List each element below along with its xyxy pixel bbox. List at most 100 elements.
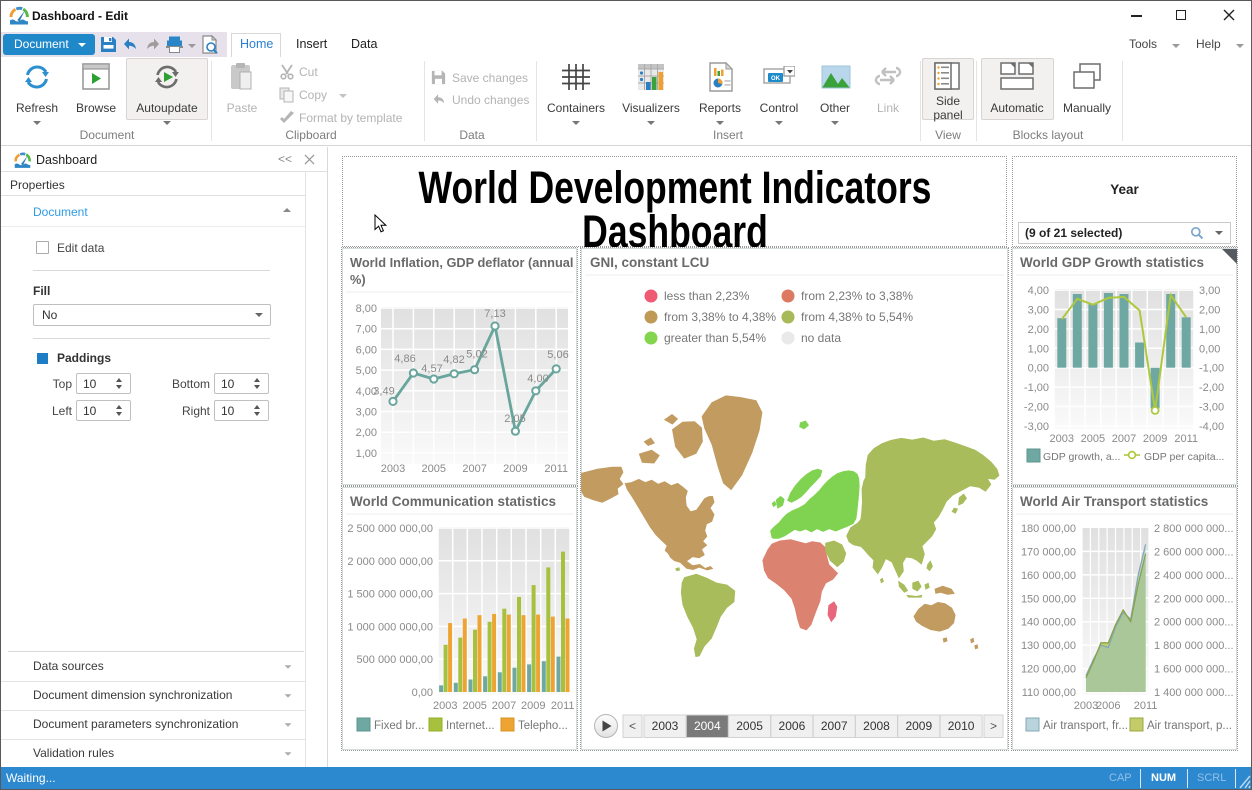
svg-text:no data: no data bbox=[801, 331, 841, 345]
svg-text:1 000 000 000,00: 1 000 000 000,00 bbox=[347, 621, 433, 633]
svg-text:160 000,00: 160 000,00 bbox=[1021, 570, 1076, 582]
svg-text:4,57: 4,57 bbox=[421, 363, 442, 375]
svg-text:2 400 000 000...: 2 400 000 000... bbox=[1154, 570, 1234, 582]
svg-text:2006: 2006 bbox=[779, 719, 806, 733]
svg-text:4,00: 4,00 bbox=[527, 373, 548, 385]
svg-text:greater than 5,54%: greater than 5,54% bbox=[664, 331, 766, 345]
svg-text:5,00: 5,00 bbox=[356, 365, 377, 377]
svg-text:2007: 2007 bbox=[462, 463, 486, 475]
svg-text:2005: 2005 bbox=[1081, 433, 1105, 445]
svg-text:4,00: 4,00 bbox=[1028, 285, 1049, 297]
svg-text:-1,00: -1,00 bbox=[1024, 382, 1049, 394]
svg-text:2005: 2005 bbox=[462, 700, 486, 712]
svg-text:2 800 000 000...: 2 800 000 000... bbox=[1154, 523, 1234, 535]
svg-text:2,00: 2,00 bbox=[1199, 305, 1220, 317]
svg-text:140 000,00: 140 000,00 bbox=[1021, 617, 1076, 629]
svg-text:1,00: 1,00 bbox=[1028, 343, 1049, 355]
svg-text:2,00: 2,00 bbox=[1028, 324, 1049, 336]
svg-text:2 600 000 000...: 2 600 000 000... bbox=[1154, 546, 1234, 558]
svg-text:2006: 2006 bbox=[1096, 700, 1120, 712]
svg-text:0,00: 0,00 bbox=[1199, 343, 1220, 355]
svg-text:2005: 2005 bbox=[422, 463, 446, 475]
svg-text:2011: 2011 bbox=[544, 463, 568, 475]
svg-text:%): %) bbox=[350, 272, 366, 287]
svg-text:2003: 2003 bbox=[433, 700, 457, 712]
svg-text:1,00: 1,00 bbox=[356, 448, 377, 460]
svg-text:3,00: 3,00 bbox=[356, 407, 377, 419]
svg-text:Telepho...: Telepho... bbox=[518, 720, 568, 732]
svg-text:World Inflation, GDP deflator: World Inflation, GDP deflator (annual bbox=[350, 255, 573, 270]
svg-text:150 000,00: 150 000,00 bbox=[1021, 593, 1076, 605]
svg-text:3,49: 3,49 bbox=[373, 385, 394, 397]
svg-text:2 000 000 000...: 2 000 000 000... bbox=[1154, 617, 1234, 629]
svg-text:5,06: 5,06 bbox=[547, 349, 568, 361]
svg-text:2007: 2007 bbox=[492, 700, 516, 712]
svg-text:Internet...: Internet... bbox=[446, 720, 495, 732]
svg-text:-1,00: -1,00 bbox=[1199, 363, 1224, 375]
svg-text:OK: OK bbox=[771, 76, 781, 82]
svg-text:110 000,00: 110 000,00 bbox=[1022, 687, 1076, 699]
svg-text:4,86: 4,86 bbox=[394, 353, 415, 365]
svg-text:2 500 000 000,00: 2 500 000 000,00 bbox=[347, 523, 433, 535]
svg-text:1 500 000 000,00: 1 500 000 000,00 bbox=[347, 589, 433, 601]
svg-text:120 000,00: 120 000,00 bbox=[1021, 664, 1076, 676]
svg-text:2009: 2009 bbox=[521, 700, 545, 712]
svg-text:2011: 2011 bbox=[551, 700, 575, 712]
svg-text:2009: 2009 bbox=[503, 463, 527, 475]
svg-text:500 000 000,00: 500 000 000,00 bbox=[357, 654, 433, 666]
svg-text:<: < bbox=[629, 719, 636, 733]
svg-text:GNI, constant LCU: GNI, constant LCU bbox=[590, 255, 709, 270]
svg-text:-3,00: -3,00 bbox=[1199, 402, 1224, 414]
svg-text:Fixed br...: Fixed br... bbox=[374, 720, 425, 732]
svg-text:2003: 2003 bbox=[652, 719, 679, 733]
svg-text:from 3,38% to 4,38%: from 3,38% to 4,38% bbox=[664, 310, 776, 324]
svg-text:-3,00: -3,00 bbox=[1024, 421, 1049, 433]
svg-text:2 200 000 000...: 2 200 000 000... bbox=[1154, 593, 1234, 605]
svg-text:3,00: 3,00 bbox=[1028, 305, 1049, 317]
svg-text:Air transport, fr...: Air transport, fr... bbox=[1043, 720, 1128, 732]
svg-text:2003: 2003 bbox=[1074, 700, 1098, 712]
svg-text:0,00: 0,00 bbox=[412, 687, 433, 699]
svg-text:4,82: 4,82 bbox=[443, 354, 464, 366]
svg-text:>: > bbox=[990, 719, 997, 733]
svg-text:2011: 2011 bbox=[1134, 700, 1158, 712]
svg-text:2 000 000 000,00: 2 000 000 000,00 bbox=[347, 556, 433, 568]
svg-text:1,00: 1,00 bbox=[1199, 324, 1220, 336]
svg-text:5,02: 5,02 bbox=[466, 349, 487, 361]
svg-text:1 600 000 000...: 1 600 000 000... bbox=[1154, 664, 1234, 676]
svg-text:-4,00: -4,00 bbox=[1199, 421, 1224, 433]
svg-text:GDP per capita...: GDP per capita... bbox=[1144, 451, 1224, 463]
svg-text:6,00: 6,00 bbox=[356, 344, 377, 356]
svg-text:World GDP Growth statistics: World GDP Growth statistics bbox=[1020, 255, 1204, 270]
svg-text:2011: 2011 bbox=[1174, 433, 1198, 445]
svg-text:GDP growth, a...: GDP growth, a... bbox=[1043, 451, 1120, 463]
svg-text:2,00: 2,00 bbox=[356, 427, 377, 439]
svg-text:2003: 2003 bbox=[381, 463, 405, 475]
svg-text:-2,00: -2,00 bbox=[1024, 402, 1049, 414]
svg-text:2007: 2007 bbox=[821, 719, 848, 733]
svg-text:2009: 2009 bbox=[1143, 433, 1167, 445]
svg-text:2005: 2005 bbox=[736, 719, 763, 733]
svg-text:World Communication statistics: World Communication statistics bbox=[350, 494, 556, 509]
svg-text:less than 2,23%: less than 2,23% bbox=[664, 289, 750, 303]
svg-text:170 000,00: 170 000,00 bbox=[1021, 546, 1076, 558]
svg-text:8,00: 8,00 bbox=[356, 303, 377, 315]
svg-text:2003: 2003 bbox=[1050, 433, 1074, 445]
svg-text:180 000,00: 180 000,00 bbox=[1021, 523, 1076, 535]
svg-text:130 000,00: 130 000,00 bbox=[1021, 640, 1076, 652]
svg-text:2007: 2007 bbox=[1112, 433, 1136, 445]
svg-text:0,00: 0,00 bbox=[1028, 363, 1049, 375]
svg-text:2004: 2004 bbox=[694, 719, 721, 733]
svg-text:World Air Transport statistics: World Air Transport statistics bbox=[1020, 494, 1208, 509]
svg-text:4,00: 4,00 bbox=[356, 386, 377, 398]
svg-text:2009: 2009 bbox=[905, 719, 932, 733]
svg-text:3,00: 3,00 bbox=[1199, 285, 1220, 297]
svg-text:from 2,23% to 3,38%: from 2,23% to 3,38% bbox=[801, 289, 913, 303]
svg-text:-2,00: -2,00 bbox=[1199, 382, 1224, 394]
svg-text:1 800 000 000...: 1 800 000 000... bbox=[1154, 640, 1234, 652]
svg-text:2,05: 2,05 bbox=[504, 413, 525, 425]
svg-text:7,00: 7,00 bbox=[356, 324, 377, 336]
svg-text:2008: 2008 bbox=[863, 719, 890, 733]
svg-text:from 4,38% to 5,54%: from 4,38% to 5,54% bbox=[801, 310, 913, 324]
svg-text:7,13: 7,13 bbox=[484, 308, 505, 320]
